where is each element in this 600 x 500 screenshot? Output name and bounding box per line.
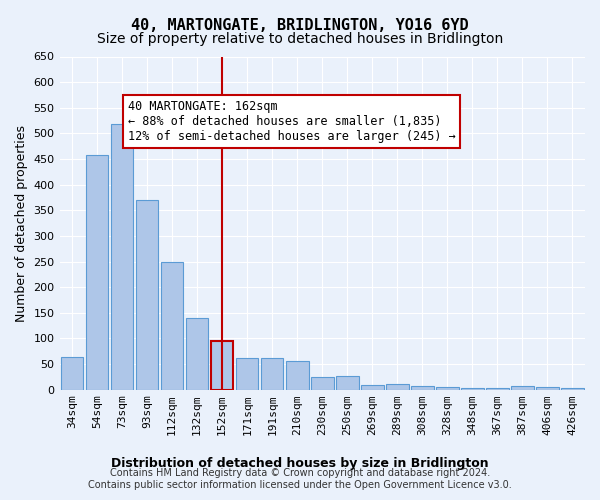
Bar xyxy=(161,262,184,390)
Bar xyxy=(311,377,334,390)
Bar xyxy=(286,361,308,390)
Text: 40 MARTONGATE: 162sqm
← 88% of detached houses are smaller (1,835)
12% of semi-d: 40 MARTONGATE: 162sqm ← 88% of detached … xyxy=(128,100,455,143)
Bar xyxy=(386,384,409,390)
Text: Size of property relative to detached houses in Bridlington: Size of property relative to detached ho… xyxy=(97,32,503,46)
Bar xyxy=(336,376,359,390)
Bar xyxy=(136,200,158,390)
Text: Distribution of detached houses by size in Bridlington: Distribution of detached houses by size … xyxy=(111,458,489,470)
Bar xyxy=(61,358,83,390)
Bar xyxy=(236,358,259,390)
Text: Contains HM Land Registry data © Crown copyright and database right 2024.
Contai: Contains HM Land Registry data © Crown c… xyxy=(88,468,512,490)
Bar xyxy=(411,386,434,390)
Bar xyxy=(436,386,458,390)
Text: 40, MARTONGATE, BRIDLINGTON, YO16 6YD: 40, MARTONGATE, BRIDLINGTON, YO16 6YD xyxy=(131,18,469,32)
Y-axis label: Number of detached properties: Number of detached properties xyxy=(15,124,28,322)
Bar xyxy=(186,318,208,390)
Bar xyxy=(511,386,534,390)
Bar xyxy=(486,388,509,390)
Bar xyxy=(361,384,383,390)
Bar xyxy=(536,386,559,390)
Bar xyxy=(211,341,233,390)
Bar xyxy=(86,156,109,390)
Bar xyxy=(111,124,133,390)
Bar xyxy=(461,388,484,390)
Bar xyxy=(561,388,584,390)
Bar xyxy=(261,358,283,390)
